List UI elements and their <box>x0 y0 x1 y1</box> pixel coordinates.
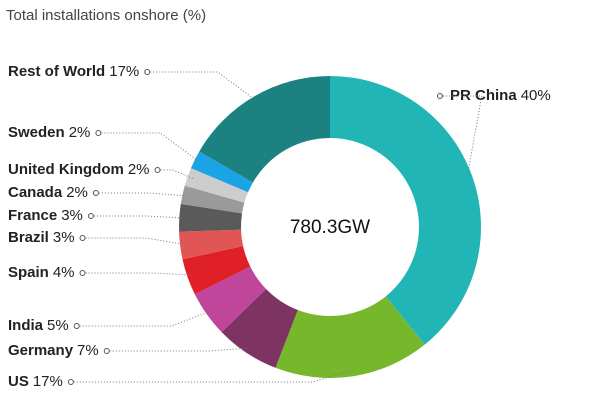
center-label: 780.3GW <box>290 217 370 238</box>
donut-segment <box>190 151 253 193</box>
labels: PR China 40%US 17%Germany 7%India 5%Spain 4%B… <box>8 63 551 390</box>
donut-segment <box>180 185 245 214</box>
donut-segment <box>330 76 481 345</box>
segment-name: India <box>8 317 44 334</box>
segment-name: Brazil <box>8 229 49 246</box>
segment-name: Sweden <box>8 124 65 141</box>
donut-segment <box>199 76 330 183</box>
segment-value: 17% <box>33 373 63 390</box>
donut-segment <box>194 266 267 333</box>
leader-dot <box>103 348 110 354</box>
donut-segment <box>184 168 249 203</box>
segment-value: 2% <box>69 124 91 141</box>
segment-name: PR China <box>450 87 517 104</box>
chart-title: Total installations onshore (%) <box>6 7 206 24</box>
segment-value: 3% <box>53 229 75 246</box>
segment-label: Spain 4% <box>8 264 75 281</box>
donut-segment <box>221 288 298 368</box>
leader-line <box>160 169 194 180</box>
donut-segment <box>182 246 251 295</box>
segment-label: Germany 7% <box>8 342 99 359</box>
segment-label: Canada 2% <box>8 184 88 201</box>
leader-dot <box>95 130 102 136</box>
leader-dot <box>154 167 161 173</box>
segment-value: 7% <box>77 342 99 359</box>
leader-dot <box>87 213 94 219</box>
leader-line <box>98 192 189 197</box>
segment-name: US <box>8 373 29 390</box>
donut-segment <box>179 229 244 260</box>
segment-value: 4% <box>53 264 75 281</box>
segment-name: France <box>8 207 57 224</box>
segment-label: Rest of World 17% <box>8 63 139 80</box>
segment-name: Rest of World <box>8 63 105 80</box>
leader-line <box>150 71 258 102</box>
segment-value: 3% <box>61 207 83 224</box>
segment-name: United Kingdom <box>8 161 124 178</box>
leader-line <box>101 132 201 163</box>
segment-value: 17% <box>109 63 139 80</box>
segment-label: India 5% <box>8 317 69 334</box>
segment-value: 40% <box>521 87 551 104</box>
leader-line <box>109 347 250 352</box>
segment-value: 2% <box>66 184 88 201</box>
segment-value: 5% <box>47 317 69 334</box>
leader-line <box>79 310 212 327</box>
leader-dot <box>92 190 99 196</box>
segment-label: US 17% <box>8 373 63 390</box>
segment-name: Canada <box>8 184 63 201</box>
segment-label: PR China 40% <box>450 87 551 104</box>
segment-name: Spain <box>8 264 49 281</box>
leader-dot <box>79 235 86 241</box>
leader-line <box>85 237 187 246</box>
leader-dot <box>144 69 151 75</box>
segment-label: Brazil 3% <box>8 229 75 246</box>
segment-label: France 3% <box>8 207 83 224</box>
segment-label: United Kingdom 2% <box>8 161 150 178</box>
leader-dot <box>67 379 74 385</box>
leader-dot <box>73 323 80 329</box>
leader-dot <box>437 93 443 99</box>
segment-name: Germany <box>8 342 74 359</box>
leader-line <box>85 272 194 276</box>
leader-dot <box>79 270 86 276</box>
donut <box>179 76 481 379</box>
leader-line <box>93 215 186 219</box>
segment-label: Sweden 2% <box>8 124 90 141</box>
donut-segment <box>275 296 425 379</box>
segment-value: 2% <box>128 161 150 178</box>
donut-segment <box>179 203 243 232</box>
